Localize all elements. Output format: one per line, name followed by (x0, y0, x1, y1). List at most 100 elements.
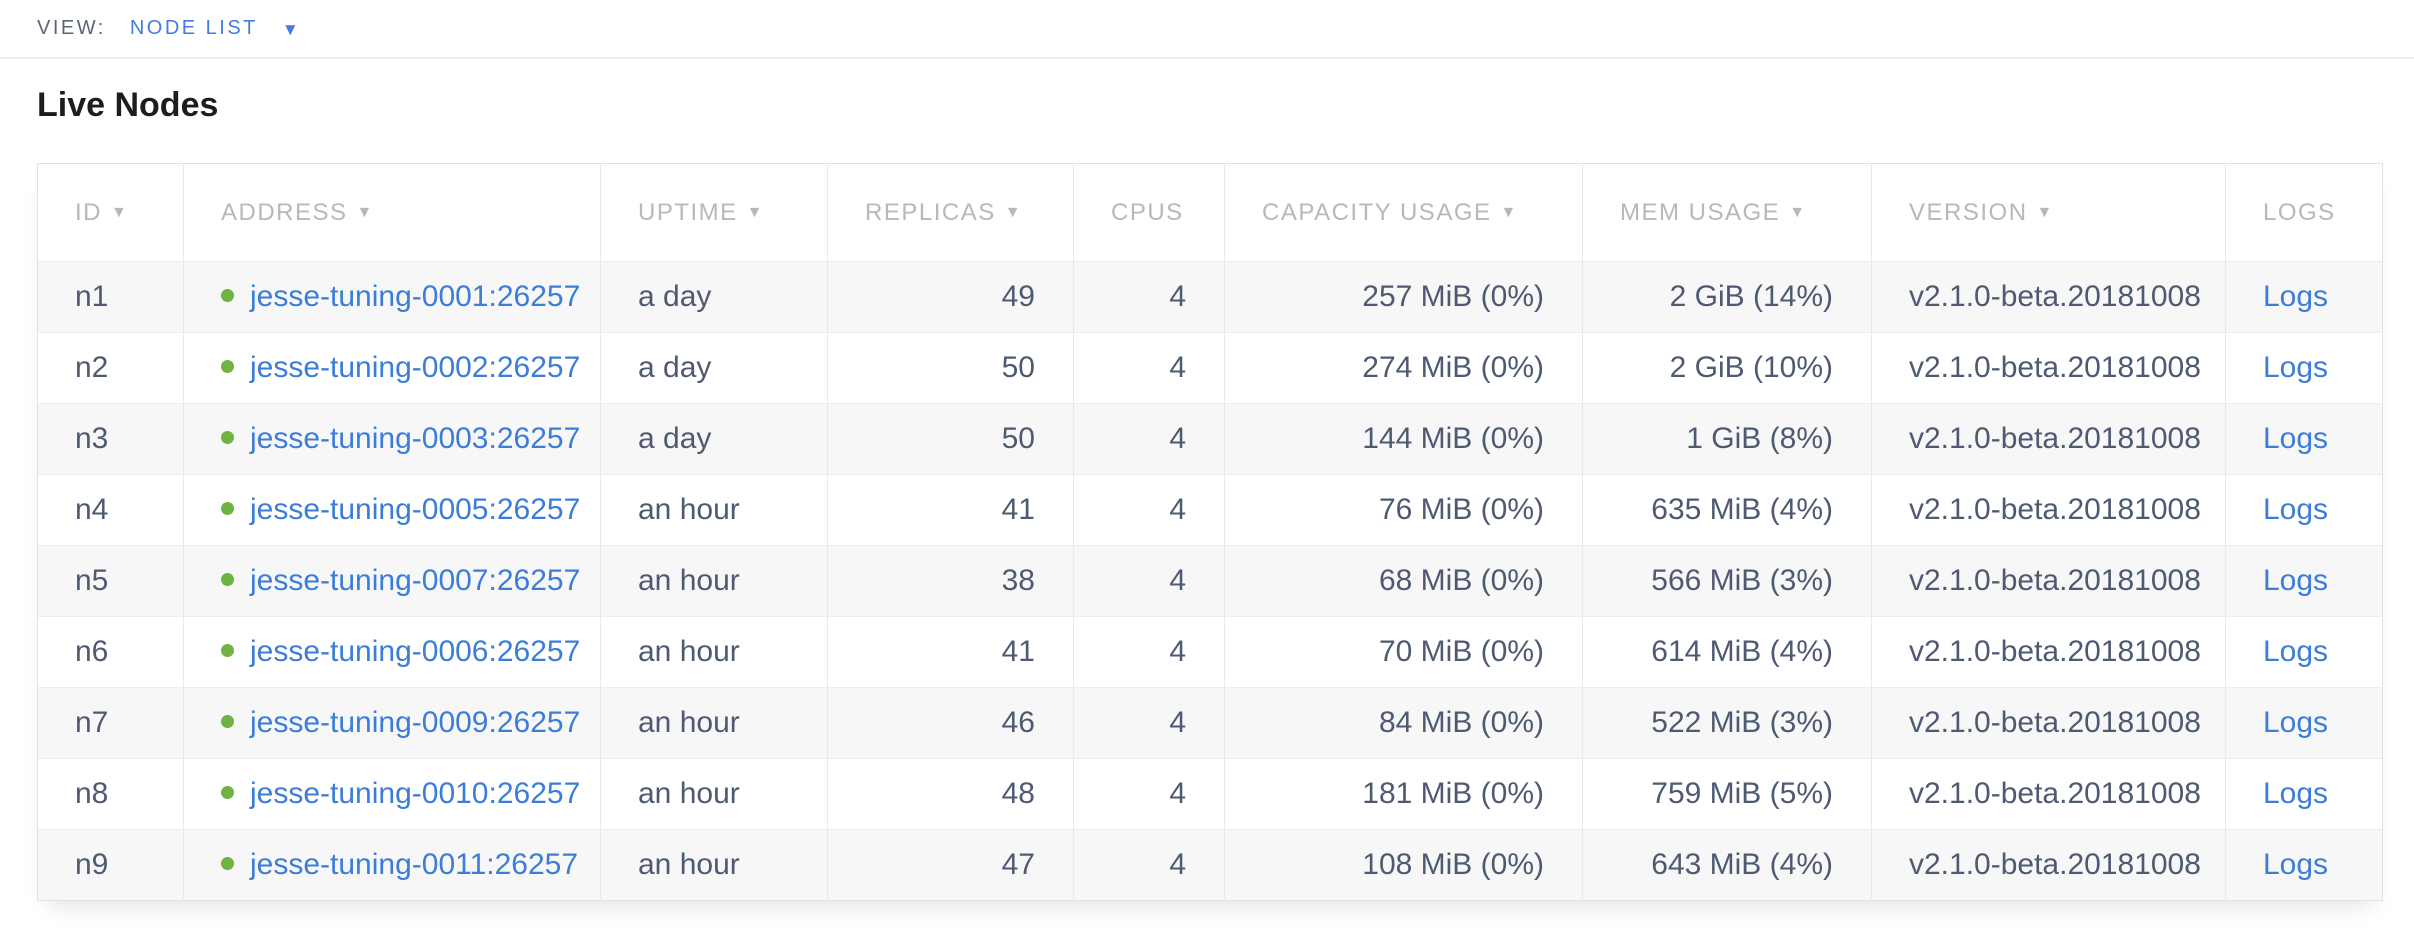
node-capacity_usage-cell: 144 MiB (0%) (1224, 403, 1583, 475)
node-mem_usage-cell: 522 MiB (3%) (1582, 687, 1872, 759)
node-address-cell: jesse-tuning-0001:26257 (183, 261, 601, 333)
node-id-cell: n7 (37, 687, 184, 759)
node-mem_usage-cell: 759 MiB (5%) (1582, 758, 1872, 830)
table-header: ID ▼ ADDRESS ▼ UPTIME ▼ REPLICAS ▼ CPUS CAPACITY … (37, 163, 2383, 262)
view-selector-bar: VIEW: NODE LIST ▼ (0, 0, 2414, 59)
sort-caret-icon: ▼ (356, 203, 374, 221)
node-logs-cell: Logs (2226, 830, 2383, 901)
node-id-cell: n3 (37, 403, 184, 475)
column-header-label: VERSION (1909, 198, 2028, 226)
node-row-n3: n3 jesse-tuning-0003:26257 a day 50 4 144 MiB… (37, 403, 2383, 475)
node-row-n5: n5 jesse-tuning-0007:26257 an hour 38 4 68 Mi… (37, 545, 2383, 617)
node-capacity_usage-cell: 181 MiB (0%) (1224, 758, 1583, 830)
node-address-link[interactable]: jesse-tuning-0005:26257 (250, 493, 581, 526)
node-mem_usage-cell: 566 MiB (3%) (1582, 545, 1872, 617)
column-header-label: REPLICAS (865, 198, 996, 226)
node-live-status-icon (221, 715, 234, 728)
node-version-cell: v2.1.0-beta.20181008 (1871, 261, 2226, 333)
sort-caret-icon: ▼ (2036, 203, 2054, 221)
node-uptime-cell: an hour (600, 758, 828, 830)
node-address-cell: jesse-tuning-0007:26257 (183, 545, 601, 617)
node-id-cell: n9 (37, 829, 184, 901)
node-address-cell: jesse-tuning-0005:26257 (183, 474, 601, 546)
column-header-label: MEM USAGE (1620, 198, 1781, 226)
view-label: VIEW: (37, 17, 106, 39)
node-live-status-icon (221, 431, 234, 444)
column-header-label: LOGS (2263, 198, 2336, 226)
node-address-link[interactable]: jesse-tuning-0003:26257 (250, 422, 581, 455)
column-header-version[interactable]: VERSION ▼ (1871, 163, 2226, 262)
node-logs-link[interactable]: Logs (2263, 493, 2329, 526)
node-live-status-icon (221, 644, 234, 657)
live-nodes-table: ID ▼ ADDRESS ▼ UPTIME ▼ REPLICAS ▼ CPUS CAPACITY … (37, 163, 2383, 901)
node-version-cell: v2.1.0-beta.20181008 (1871, 758, 2226, 830)
node-address-cell: jesse-tuning-0006:26257 (183, 616, 601, 688)
node-logs-cell: Logs (2226, 546, 2383, 617)
node-mem_usage-cell: 635 MiB (4%) (1582, 474, 1872, 546)
node-address-cell: jesse-tuning-0011:26257 (183, 829, 601, 901)
sort-caret-icon: ▼ (111, 203, 129, 221)
node-replicas-cell: 38 (827, 545, 1074, 617)
node-logs-link[interactable]: Logs (2263, 635, 2329, 668)
node-capacity_usage-cell: 68 MiB (0%) (1224, 545, 1583, 617)
node-logs-link[interactable]: Logs (2263, 706, 2329, 739)
node-logs-link[interactable]: Logs (2263, 351, 2329, 384)
node-mem_usage-cell: 1 GiB (8%) (1582, 403, 1872, 475)
node-cpus-cell: 4 (1073, 758, 1225, 830)
node-capacity_usage-cell: 274 MiB (0%) (1224, 332, 1583, 404)
node-uptime-cell: an hour (600, 545, 828, 617)
node-address-link[interactable]: jesse-tuning-0010:26257 (250, 777, 581, 810)
node-cpus-cell: 4 (1073, 403, 1225, 475)
node-capacity_usage-cell: 76 MiB (0%) (1224, 474, 1583, 546)
node-logs-link[interactable]: Logs (2263, 280, 2329, 313)
column-header-uptime[interactable]: UPTIME ▼ (600, 163, 828, 262)
node-address-link[interactable]: jesse-tuning-0002:26257 (250, 351, 581, 384)
column-header-replicas[interactable]: REPLICAS ▼ (827, 163, 1074, 262)
node-cpus-cell: 4 (1073, 261, 1225, 333)
node-logs-cell: Logs (2226, 688, 2383, 759)
node-mem_usage-cell: 643 MiB (4%) (1582, 829, 1872, 901)
node-id-cell: n6 (37, 616, 184, 688)
node-address-link[interactable]: jesse-tuning-0001:26257 (250, 280, 581, 313)
node-logs-cell: Logs (2226, 262, 2383, 333)
node-address-link[interactable]: jesse-tuning-0011:26257 (250, 848, 579, 881)
node-logs-link[interactable]: Logs (2263, 777, 2329, 810)
node-logs-link[interactable]: Logs (2263, 848, 2329, 881)
column-header-mem_usage[interactable]: MEM USAGE ▼ (1582, 163, 1872, 262)
view-dropdown[interactable]: NODE LIST ▼ (130, 17, 299, 40)
node-version-cell: v2.1.0-beta.20181008 (1871, 687, 2226, 759)
node-address-link[interactable]: jesse-tuning-0007:26257 (250, 564, 581, 597)
node-logs-link[interactable]: Logs (2263, 564, 2329, 597)
column-header-address[interactable]: ADDRESS ▼ (183, 163, 601, 262)
node-cpus-cell: 4 (1073, 687, 1225, 759)
node-id-cell: n4 (37, 474, 184, 546)
node-live-status-icon (221, 502, 234, 515)
node-address-cell: jesse-tuning-0003:26257 (183, 403, 601, 475)
node-live-status-icon (221, 786, 234, 799)
node-id-cell: n2 (37, 332, 184, 404)
node-row-n8: n8 jesse-tuning-0010:26257 an hour 48 4 181 M… (37, 758, 2383, 830)
node-capacity_usage-cell: 70 MiB (0%) (1224, 616, 1583, 688)
node-id-cell: n1 (37, 261, 184, 333)
node-logs-cell: Logs (2226, 759, 2383, 830)
node-logs-link[interactable]: Logs (2263, 422, 2329, 455)
node-row-n9: n9 jesse-tuning-0011:26257 an hour 47 4 108 M… (37, 829, 2383, 901)
node-version-cell: v2.1.0-beta.20181008 (1871, 616, 2226, 688)
node-capacity_usage-cell: 257 MiB (0%) (1224, 261, 1583, 333)
node-version-cell: v2.1.0-beta.20181008 (1871, 403, 2226, 475)
node-live-status-icon (221, 360, 234, 373)
column-header-id[interactable]: ID ▼ (37, 163, 184, 262)
column-header-label: CAPACITY USAGE (1262, 198, 1492, 226)
node-row-n4: n4 jesse-tuning-0005:26257 an hour 41 4 76 Mi… (37, 474, 2383, 546)
node-mem_usage-cell: 2 GiB (10%) (1582, 332, 1872, 404)
node-capacity_usage-cell: 108 MiB (0%) (1224, 829, 1583, 901)
view-selected-value: NODE LIST (129, 17, 258, 39)
page-title: Live Nodes (37, 86, 219, 124)
column-header-label: ADDRESS (221, 198, 348, 226)
node-address-cell: jesse-tuning-0010:26257 (183, 758, 601, 830)
node-version-cell: v2.1.0-beta.20181008 (1871, 474, 2226, 546)
column-header-capacity_usage[interactable]: CAPACITY USAGE ▼ (1224, 163, 1583, 262)
node-cpus-cell: 4 (1073, 545, 1225, 617)
node-address-link[interactable]: jesse-tuning-0009:26257 (250, 706, 581, 739)
node-address-link[interactable]: jesse-tuning-0006:26257 (250, 635, 581, 668)
